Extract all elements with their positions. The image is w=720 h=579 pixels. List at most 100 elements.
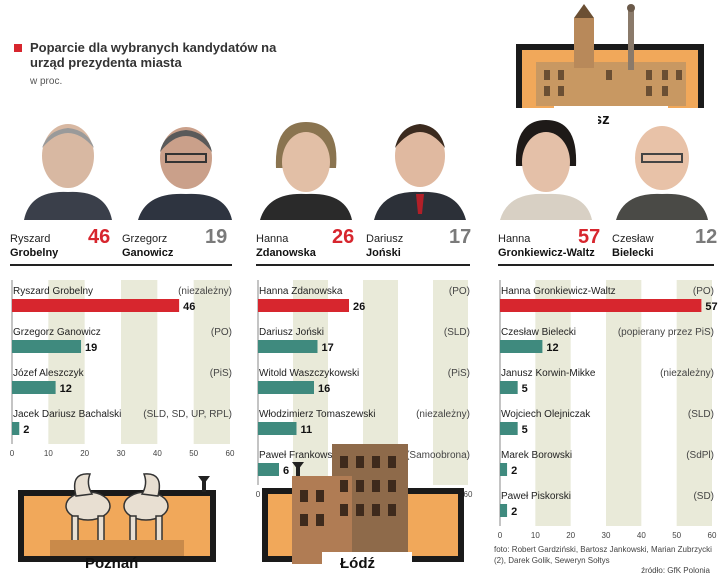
candidate-gronkiewicz-waltz: Hanna Gronkiewicz-Waltz: [498, 232, 595, 260]
category-label: Witold Waszczykowski: [259, 368, 359, 379]
party-label: (PiS): [448, 368, 470, 379]
chart-subtitle: w proc.: [30, 76, 63, 87]
tick-label: 10: [44, 449, 53, 458]
tick-label: 40: [153, 449, 162, 458]
last-name: Grobelny: [10, 247, 59, 259]
separator-poznan: [10, 264, 232, 266]
party-label: (niezależny): [660, 368, 714, 379]
photo-jonski: [368, 108, 472, 220]
tick-label: 0: [256, 490, 261, 499]
bar: [500, 504, 508, 517]
value-label: 6: [283, 465, 289, 477]
category-label: Janusz Korwin-Mikke: [501, 368, 596, 379]
category-label: Włodzimierz Tomaszewski: [259, 409, 376, 420]
category-label: Józef Aleszczyk: [13, 368, 85, 379]
first-name: Hanna: [256, 233, 289, 245]
party-label: (Samoobrona): [406, 450, 470, 461]
value-label: 11: [301, 424, 313, 436]
value-label: 5: [522, 424, 528, 436]
header-marker: [14, 44, 22, 52]
grid-band: [676, 280, 712, 526]
chart-warszawa-svg: Hanna Gronkiewicz-Waltz (PO) 57 Czesław Bie…: [498, 280, 718, 540]
bar: [258, 381, 314, 394]
party-label: (SdPl): [686, 450, 714, 461]
party-label: (PiS): [210, 368, 232, 379]
grid-band: [433, 280, 468, 485]
bar: [12, 340, 82, 353]
chart-lodz: Hanna Zdanowska (PO) 26 Dariusz Joński (SLD)…: [256, 280, 473, 501]
value-label: 2: [511, 506, 517, 518]
photo-ganowicz: [132, 108, 236, 220]
value-label: 2: [23, 424, 29, 436]
category-label: Hanna Zdanowska: [259, 286, 343, 297]
photo-grobelny: [16, 108, 120, 220]
bar: [258, 299, 349, 312]
tick-label: 60: [226, 449, 235, 458]
party-label: (niezależny): [416, 409, 470, 420]
candidate-bielecki: Czesław Bielecki: [612, 232, 654, 260]
first-name: Ryszard: [10, 233, 51, 245]
pct-grobelny: 46: [88, 226, 111, 248]
category-label: Wojciech Olejniczak: [501, 409, 591, 420]
pct-ganowicz: 19: [205, 226, 228, 248]
poznan-goats-illustration: [10, 466, 224, 574]
candidate-ganowicz: Grzegorz Ganowicz: [122, 232, 173, 260]
chart-lodz-svg: Hanna Zdanowska (PO) 26 Dariusz Joński (SLD)…: [256, 280, 473, 499]
value-label: 12: [546, 342, 558, 354]
category-label: Dariusz Joński: [259, 327, 324, 338]
first-name: Hanna: [498, 233, 531, 245]
bar: [500, 381, 518, 394]
value-label: 46: [183, 301, 195, 313]
value-label: 26: [353, 301, 365, 313]
tick-label: 10: [531, 531, 540, 540]
party-label: (PO): [693, 286, 714, 297]
bar: [500, 340, 543, 353]
tick-label: 50: [189, 449, 198, 458]
pct-gronkiewicz-waltz: 57: [578, 226, 601, 248]
first-name: Dariusz: [366, 233, 404, 245]
chart-poznan: Ryszard Grobelny (niezależny) 46 Grzegorz G…: [10, 280, 235, 465]
bar: [258, 422, 297, 435]
tick-label: 20: [566, 531, 575, 540]
tick-label: 20: [80, 449, 89, 458]
photo-credits: foto: Robert Gardziński, Bartosz Jankows…: [494, 545, 712, 565]
pct-jonski: 17: [449, 226, 472, 248]
chart-warszawa: Hanna Gronkiewicz-Waltz (PO) 57 Czesław Bie…: [498, 280, 718, 543]
category-label: Grzegorz Ganowicz: [13, 327, 101, 338]
tick-label: 60: [708, 531, 717, 540]
tick-label: 30: [117, 449, 126, 458]
party-label: (niezależny): [178, 286, 232, 297]
bar: [258, 463, 279, 476]
grid-band: [193, 280, 230, 444]
tick-label: 60: [464, 490, 473, 499]
value-label: 19: [85, 342, 97, 354]
first-name: Grzegorz: [122, 233, 168, 245]
chart-poznan-svg: Ryszard Grobelny (niezależny) 46 Grzegorz G…: [10, 280, 235, 458]
bar: [500, 422, 518, 435]
party-label: (popierany przez PiS): [618, 327, 714, 338]
last-name: Ganowicz: [122, 247, 174, 259]
last-name: Joński: [366, 247, 401, 259]
party-label: (SLD): [688, 409, 714, 420]
photo-zdanowska: [254, 108, 358, 220]
bar: [12, 422, 20, 435]
last-name: Bielecki: [612, 247, 654, 259]
photo-bielecki: [610, 108, 714, 220]
category-label: Marek Borowski: [501, 450, 572, 461]
photo-gronkiewicz-waltz: [494, 108, 598, 220]
bar: [258, 340, 318, 353]
city-label-lodz: Łódź: [340, 555, 375, 572]
pct-zdanowska: 26: [332, 226, 355, 248]
lodz-building-illustration: [262, 440, 464, 574]
category-label: Paweł Piskorski: [501, 491, 571, 502]
separator-warszawa: [498, 264, 714, 266]
last-name: Gronkiewicz-Waltz: [498, 247, 595, 259]
value-label: 12: [60, 383, 72, 395]
category-label: Paweł Frankowski: [259, 450, 340, 461]
value-label: 16: [318, 383, 330, 395]
grid-band: [606, 280, 642, 526]
party-label: (PO): [211, 327, 232, 338]
value-label: 57: [705, 301, 717, 313]
category-label: Hanna Gronkiewicz-Waltz: [501, 286, 616, 297]
candidate-jonski: Dariusz Joński: [366, 232, 403, 260]
